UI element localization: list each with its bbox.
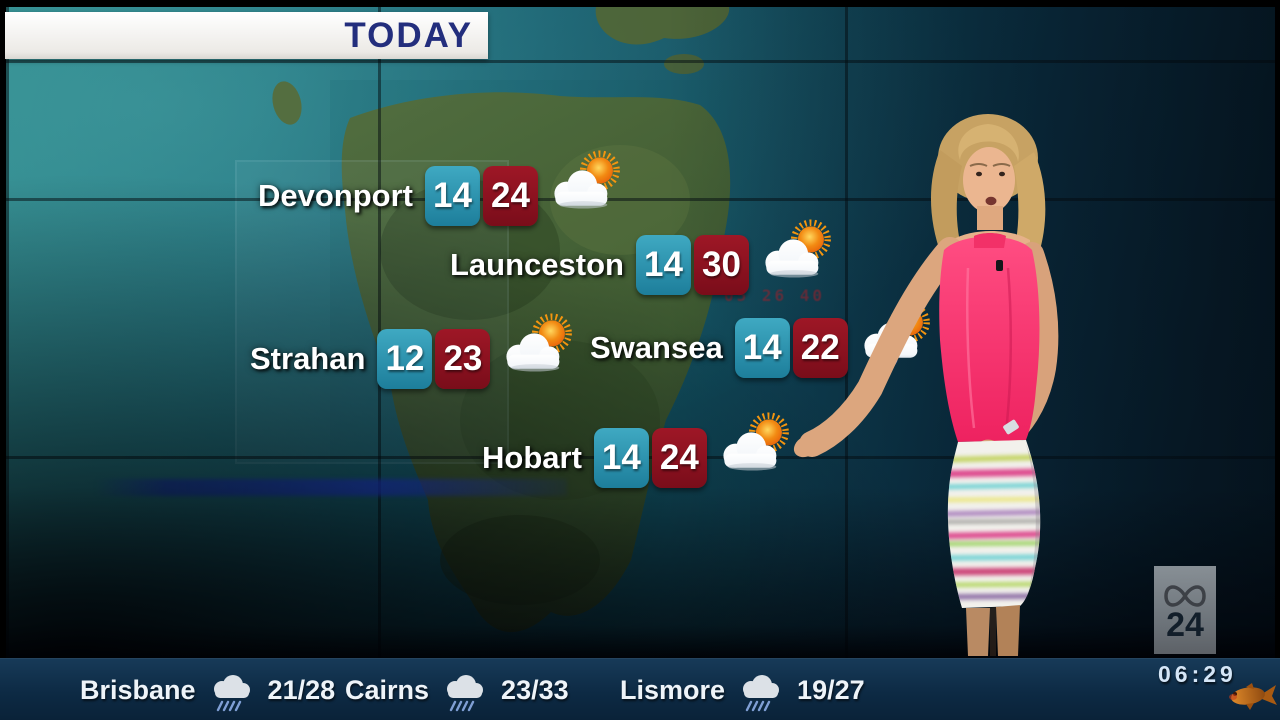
ticker-item: Cairns 23/33 (345, 659, 569, 720)
studio-clock-faint: 05 26 40 (724, 286, 826, 305)
abc-lissajous-icon (1164, 584, 1206, 607)
weather-row-strahan: Strahan 12 23 (250, 329, 578, 389)
screen-edge-left (0, 0, 6, 658)
low-temp-box: 14 (734, 318, 790, 378)
weather-presenter (793, 114, 1059, 656)
city-label: Launceston (450, 247, 624, 282)
low-temp-box: 14 (425, 166, 480, 226)
channel-number: 24 (1166, 605, 1204, 644)
low-temp-box: 14 (635, 235, 691, 295)
high-temp-box: 23 (435, 329, 491, 389)
sun-cloud-icon (498, 313, 578, 391)
studio-scene: 05 26 40 Devonport 14 24 Launceston 14 3… (0, 0, 1280, 658)
ticker-city: Brisbane (80, 674, 196, 705)
low-temp-box: 14 (593, 428, 649, 488)
rain-cloud-icon (442, 672, 488, 712)
abc-24-watermark: 24 (1154, 566, 1216, 654)
screen-edge-right (1275, 0, 1280, 658)
low-temp-box: 12 (377, 329, 433, 389)
ticker-city: Lismore (620, 674, 726, 705)
ticker-item: Brisbane 21/28 (80, 659, 335, 720)
city-label: Strahan (250, 341, 366, 376)
high-temp-box: 30 (693, 235, 749, 295)
sun-cloud-icon (546, 150, 626, 228)
high-temp-box: 22 (792, 318, 848, 378)
rain-cloud-icon (738, 672, 784, 712)
city-label: Hobart (482, 440, 582, 475)
rain-cloud-icon (209, 672, 255, 712)
weather-ticker: Brisbane 21/28 Cairns 23/33 Lismore 19/2… (0, 658, 1280, 720)
today-banner: TODAY (5, 12, 488, 59)
wall-seam (0, 60, 1280, 63)
time-display: 06:29 (1158, 661, 1237, 687)
city-label: Swansea (590, 330, 723, 365)
weather-row-swansea: Swansea 14 22 (590, 318, 936, 378)
weather-row-devonport: Devonport 14 24 (258, 166, 626, 226)
high-temp-box: 24 (483, 166, 538, 226)
ticker-item: Lismore 19/27 (620, 659, 865, 720)
wall-seam (6, 0, 9, 658)
screen-edge-top (0, 0, 1280, 7)
ticker-temps: 21/28 (267, 674, 336, 705)
city-label: Devonport (258, 178, 413, 213)
ticker-city: Cairns (345, 674, 430, 705)
weather-row-hobart: Hobart 14 24 (482, 428, 795, 488)
fish-icon (1229, 683, 1277, 710)
ticker-temps: 19/27 (797, 674, 865, 705)
high-temp-box: 24 (651, 428, 707, 488)
ticker-temps: 23/33 (501, 674, 569, 705)
banner-title: TODAY (344, 15, 473, 55)
weather-row-launceston: Launceston 14 30 (450, 235, 837, 295)
